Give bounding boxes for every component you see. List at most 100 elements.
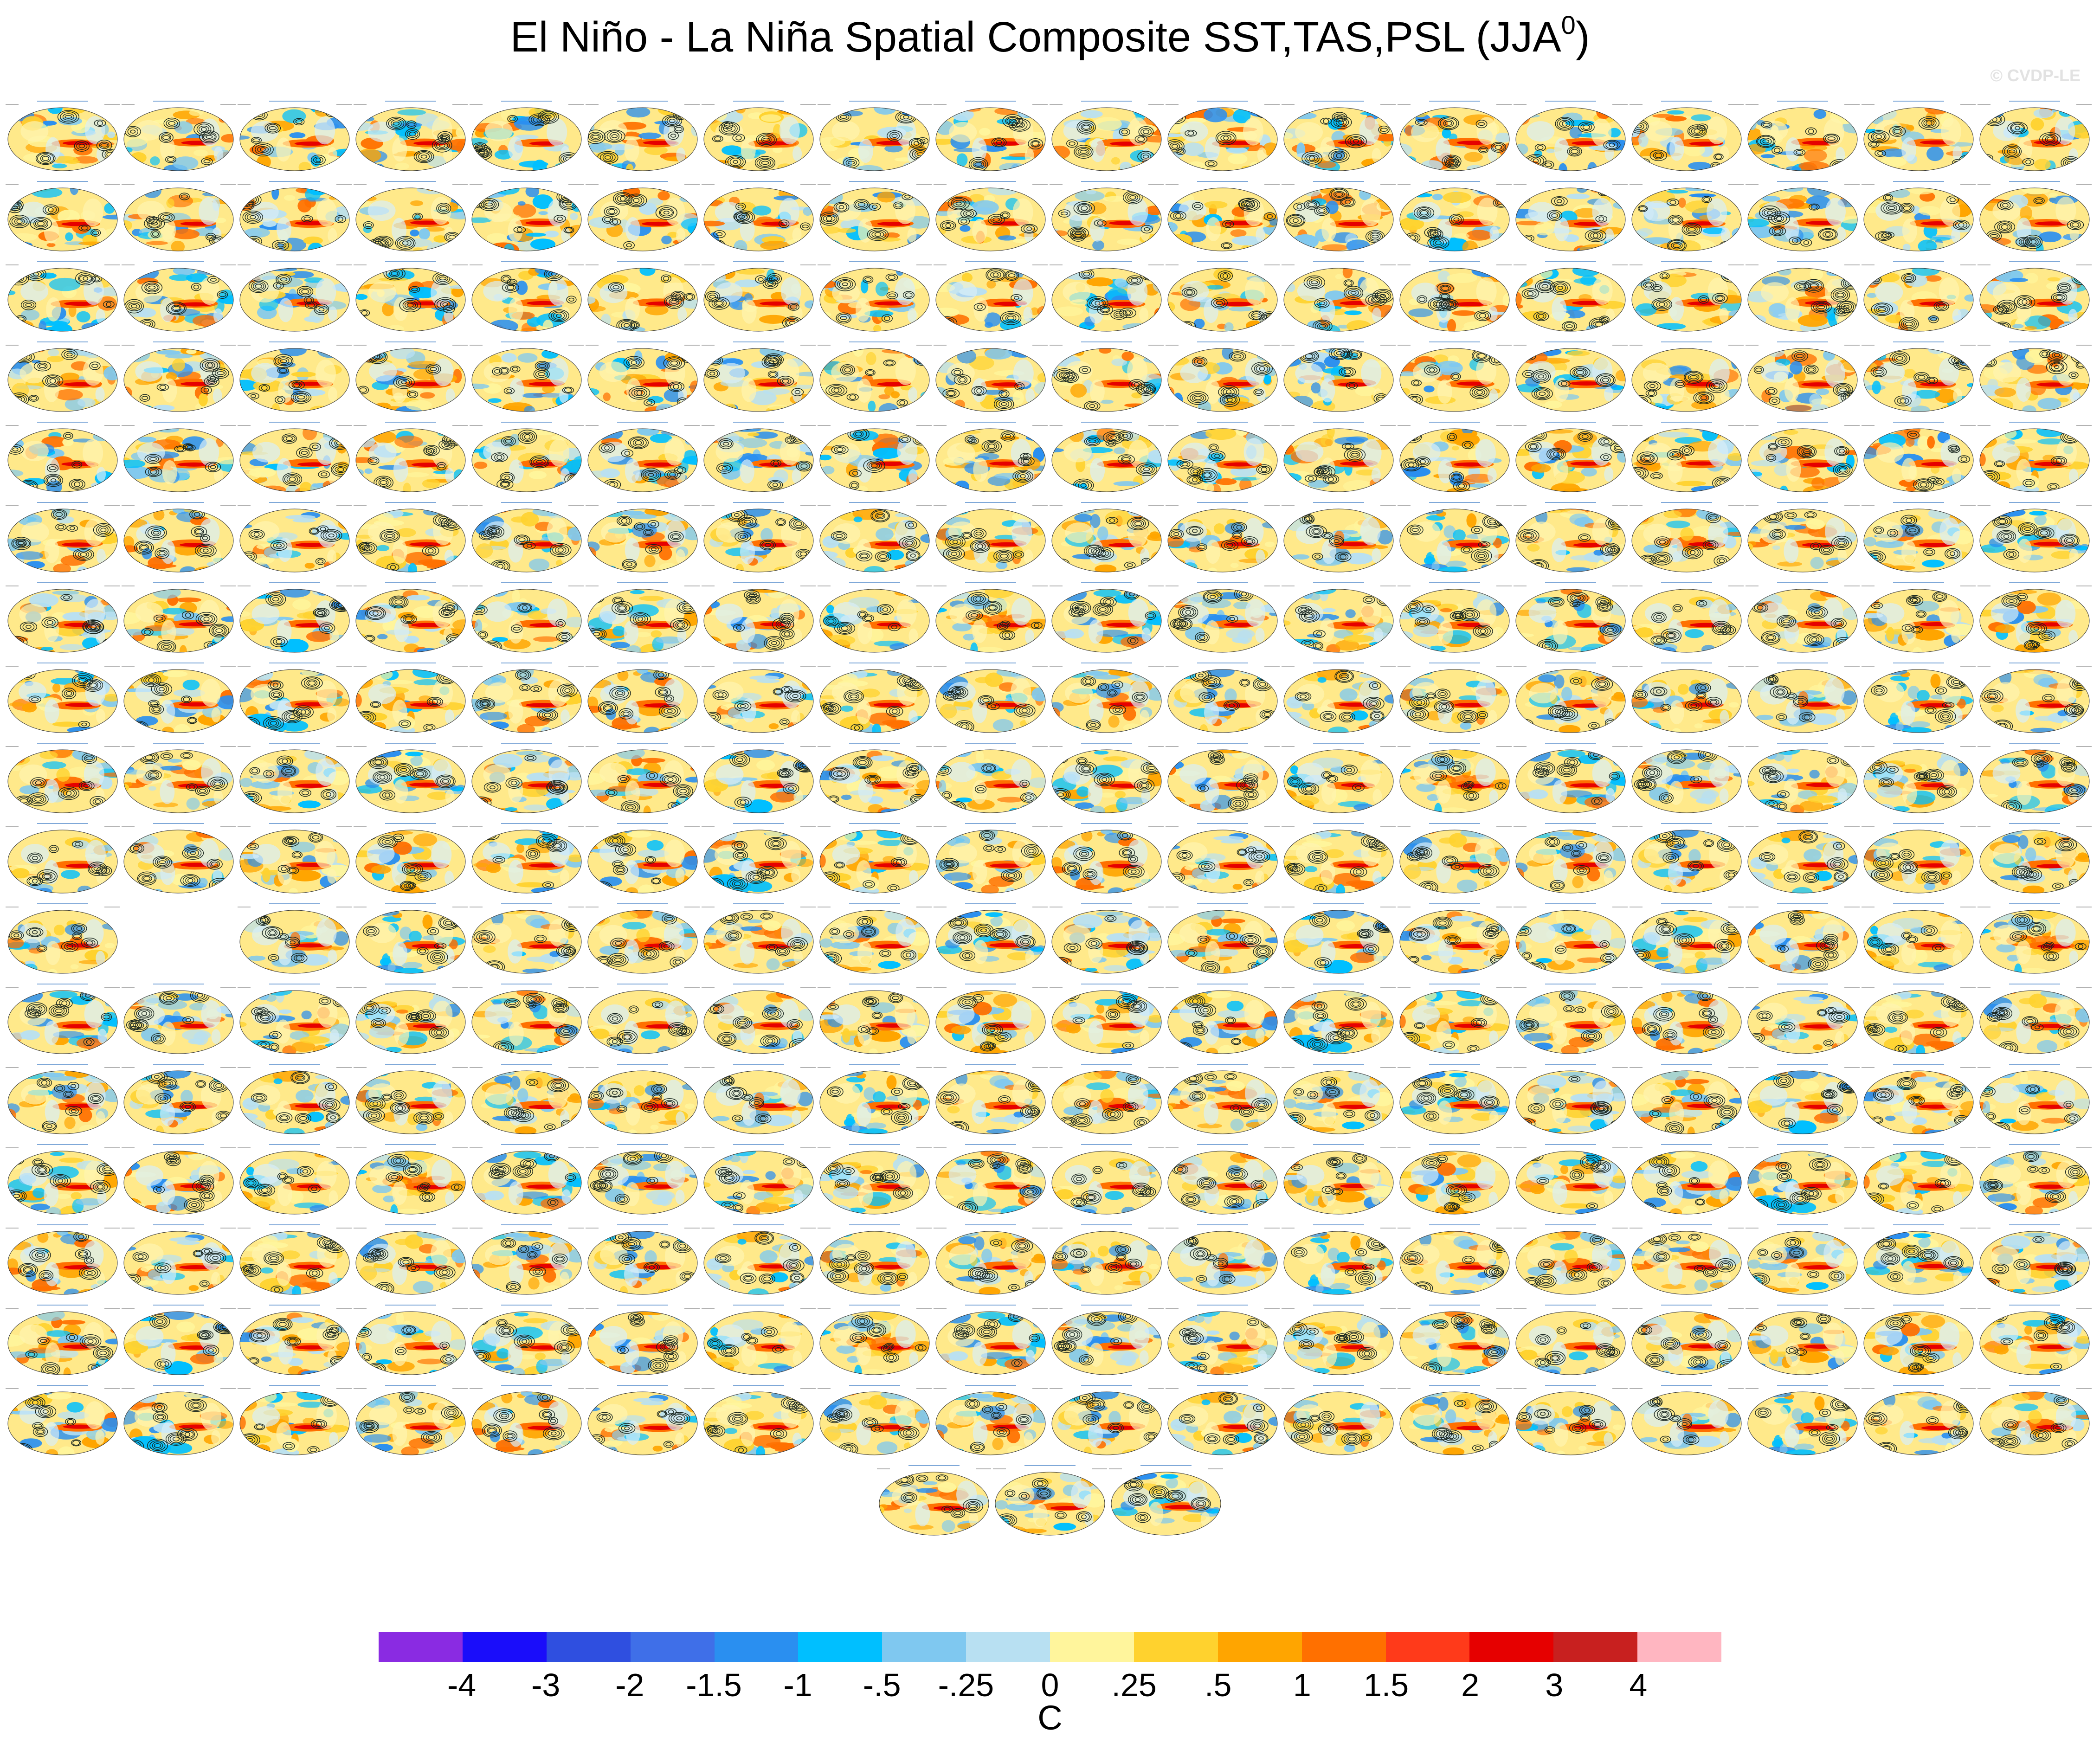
map-panel [237,338,353,414]
map-panel [1629,900,1745,976]
map-panel-plot [702,743,816,813]
map-panel [817,1382,933,1458]
watermark: © CVDP-LE [1990,66,2081,85]
map-panel-plot [354,1305,468,1375]
map-panel [933,97,1049,174]
map-panel [5,418,121,495]
map-panel-plot [702,1305,816,1375]
map-panel [121,659,237,735]
map-panel-plot [1746,341,1860,412]
map-panel-plot [470,663,584,733]
map-panel [469,1061,585,1137]
map-panel [121,97,237,174]
map-panel [1977,418,2093,495]
map-panel-plot [934,823,1048,894]
map-panel [121,338,237,414]
map-panel-plot [586,261,700,332]
map-panel-plot [1978,582,2092,653]
map-panel [1745,338,1861,414]
map-panel-plot [1398,502,1512,573]
map-panel [353,579,469,655]
map-panel-plot [6,663,120,733]
map-panel-plot [470,261,584,332]
map-panel [1745,1141,1861,1217]
map-panel [585,1301,701,1377]
map-panel [469,499,585,575]
map-panel [237,1382,353,1458]
map-panel [1281,97,1397,174]
map-panel-plot [1978,663,2092,733]
map-panel-plot [122,663,236,733]
map-panel-plot [238,663,352,733]
map-panel-plot [238,181,352,251]
map-panel-plot [1978,903,2092,974]
map-panel [1513,1221,1629,1297]
map-panel [817,659,933,735]
map-panel [1281,499,1397,575]
map-panel-plot [934,101,1048,171]
map-panel-plot [1398,181,1512,251]
map-panel [933,980,1049,1056]
map-panel-plot [1746,1064,1860,1134]
map-panel [5,1301,121,1377]
colorbar-swatch [1385,1632,1470,1662]
map-panel [1049,980,1165,1056]
map-panel-plot [1282,1305,1396,1375]
map-panel-plot [1166,341,1280,412]
map-panel [1049,499,1165,575]
colorbar-tick-label: .25 [1111,1667,1157,1703]
map-panel-plot [122,1305,236,1375]
map-panel [1861,1061,1977,1137]
map-panel [1861,1141,1977,1217]
map-panel-plot [1514,261,1628,332]
map-panel-plot [1978,1064,2092,1134]
map-panel [701,258,817,334]
map-panel [817,1301,933,1377]
map-panel-plot [818,582,932,653]
map-panel [585,1221,701,1297]
map-panel [469,900,585,976]
map-panel-plot [1282,984,1396,1054]
map-panel [353,900,469,976]
map-panel [1977,980,2093,1056]
map-panel [353,499,469,575]
map-panel [1165,1061,1281,1137]
map-panel [817,1221,933,1297]
map-panel [1281,1221,1397,1297]
colorbar-tick-label: .5 [1205,1667,1232,1703]
map-panel-plot [354,743,468,813]
map-panel [1629,980,1745,1056]
map-panel [1165,1301,1281,1377]
map-panel-plot [1746,903,1860,974]
map-panel-plot [586,984,700,1054]
map-panel [1049,740,1165,816]
map-panel-plot [1978,181,2092,251]
map-panel-plot [1862,422,1976,492]
map-panel-plot [1978,422,2092,492]
map-panel [701,338,817,414]
map-panel-plot [934,903,1048,974]
map-panel-plot [1166,1144,1280,1215]
map-panel [353,1141,469,1217]
map-panel [353,820,469,896]
map-panel [5,900,121,976]
map-panel [1049,659,1165,735]
map-panel [1745,499,1861,575]
map-panel [1165,980,1281,1056]
map-panel-plot [470,1224,584,1295]
map-panel [1281,1141,1397,1217]
map-panel [817,740,933,816]
map-panel [5,97,121,174]
colorbar-swatch [1217,1632,1302,1662]
map-panel-plot [1862,663,1976,733]
map-panel [353,1382,469,1458]
map-panel-plot [702,823,816,894]
map-panel-plot [1514,743,1628,813]
map-panel-plot [1978,101,2092,171]
map-panel [1281,258,1397,334]
map-panel [701,659,817,735]
map-panel [469,338,585,414]
map-panel-plot [934,582,1048,653]
map-panel-plot [1050,101,1164,171]
map-panel-plot [934,341,1048,412]
